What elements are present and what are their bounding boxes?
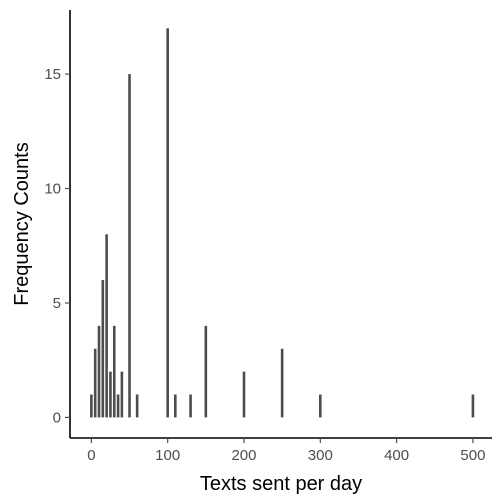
bar xyxy=(90,394,93,418)
bar xyxy=(135,394,139,418)
x-tick-label: 100 xyxy=(155,447,180,464)
bar-group xyxy=(90,28,475,418)
axes xyxy=(69,10,492,439)
x-ticks: 0 100 200 300 400 500 xyxy=(87,438,485,464)
bar xyxy=(280,348,284,418)
bar xyxy=(319,394,322,418)
x-tick-label: 500 xyxy=(460,447,485,464)
bar xyxy=(120,371,124,418)
bar xyxy=(242,371,246,418)
bar xyxy=(166,28,169,418)
y-tick-label: 15 xyxy=(44,66,61,83)
bar xyxy=(471,394,475,418)
bar xyxy=(128,74,131,418)
bar xyxy=(204,325,208,418)
bar xyxy=(109,371,112,418)
x-tick-label: 400 xyxy=(384,447,409,464)
y-tick-label: 5 xyxy=(53,295,61,312)
bar xyxy=(189,394,192,418)
y-tick-label: 0 xyxy=(53,409,61,426)
x-tick-label: 300 xyxy=(308,447,333,464)
y-tick-label: 10 xyxy=(44,181,61,198)
bar xyxy=(97,325,101,418)
x-tick-label: 0 xyxy=(87,447,95,464)
bar xyxy=(112,325,116,418)
bar xyxy=(174,394,177,418)
x-axis-title: Texts sent per day xyxy=(200,473,362,495)
bar xyxy=(93,348,97,418)
bar xyxy=(101,280,105,418)
x-tick-label: 200 xyxy=(231,447,256,464)
bar xyxy=(116,394,120,418)
bar xyxy=(105,234,108,418)
y-axis-title: Frequency Counts xyxy=(11,142,33,305)
y-ticks: 0 5 10 15 xyxy=(44,66,70,426)
